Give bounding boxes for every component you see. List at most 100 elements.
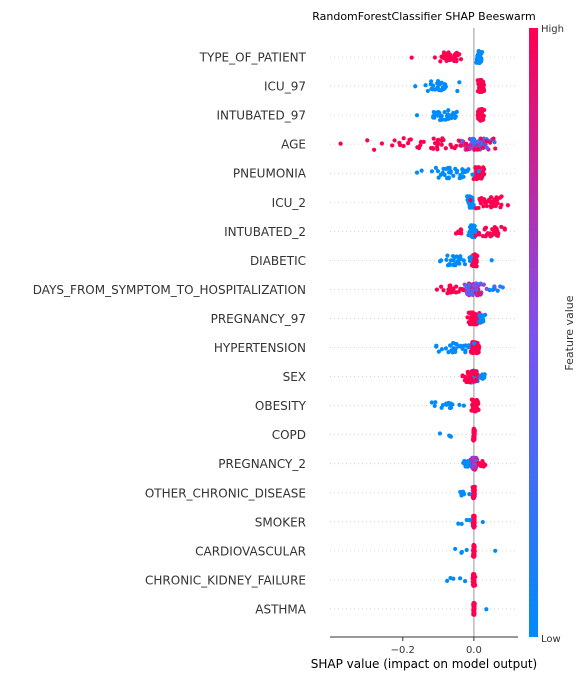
shap-point	[450, 402, 455, 407]
shap-point	[493, 199, 498, 204]
shap-point	[482, 372, 487, 377]
shap-point	[480, 519, 485, 525]
feature-label: PNEUMONIA	[233, 167, 307, 181]
feature-label: INTUBATED_2	[224, 225, 306, 239]
shap-point	[472, 603, 477, 609]
shap-point	[472, 491, 477, 496]
shap-point	[471, 313, 477, 318]
shap-point	[471, 349, 476, 354]
shap-point	[468, 198, 473, 203]
shap-point	[456, 521, 461, 526]
shap-point	[478, 107, 484, 113]
shap-point	[456, 289, 461, 294]
shap-point	[439, 87, 444, 92]
shap-point	[435, 111, 440, 117]
shap-point	[473, 233, 478, 238]
shap-point	[444, 54, 449, 59]
x-axis-label: SHAP value (impact on model output)	[311, 657, 538, 671]
shap-point	[492, 140, 497, 145]
shap-point	[435, 142, 440, 147]
feature-label: CHRONIC_KIDNEY_FAILURE	[145, 573, 306, 587]
shap-point	[470, 495, 476, 500]
shap-point	[496, 231, 501, 236]
shap-point	[489, 258, 494, 263]
shap-point	[471, 485, 476, 490]
shap-point	[401, 136, 406, 141]
shap-point	[461, 258, 466, 263]
shap-point	[499, 224, 504, 230]
shap-point	[488, 140, 493, 145]
shap-point	[454, 109, 459, 114]
shap-point	[447, 343, 453, 348]
shap-point	[484, 139, 489, 144]
shap-point	[471, 607, 476, 613]
shap-point	[474, 371, 479, 377]
shap-point	[431, 83, 436, 88]
colorbar	[529, 28, 538, 637]
shap-point	[436, 175, 441, 180]
shap-point	[486, 197, 492, 202]
shap-point	[479, 319, 484, 325]
shap-point	[442, 172, 447, 177]
shap-point	[436, 349, 441, 354]
shap-point	[471, 545, 477, 550]
shap-point	[433, 165, 438, 170]
shap-point	[438, 114, 444, 119]
shap-point	[464, 141, 469, 146]
shap-point	[453, 546, 458, 552]
shap-point	[423, 83, 428, 88]
shap-point	[419, 168, 424, 173]
shap-point	[453, 231, 459, 236]
shap-point	[471, 581, 476, 587]
shap-point	[478, 50, 483, 55]
shap-point	[465, 315, 470, 320]
shap-point	[459, 521, 464, 527]
shap-point	[493, 146, 498, 151]
shap-point	[434, 287, 440, 292]
shap-point	[491, 287, 496, 292]
shap-point	[465, 194, 470, 199]
shap-point	[451, 173, 456, 178]
shap-point	[474, 399, 479, 404]
shap-point	[471, 407, 477, 412]
shap-point	[459, 491, 464, 497]
shap-point	[429, 169, 435, 174]
shap-point	[481, 282, 486, 287]
shap-point	[466, 345, 471, 350]
shap-point	[456, 138, 461, 143]
shap-point	[446, 108, 451, 113]
shap-point	[478, 281, 483, 286]
shap-point	[467, 492, 472, 497]
shap-point	[469, 321, 475, 326]
shap-point	[477, 78, 483, 83]
shap-point	[462, 578, 468, 584]
shap-point	[476, 345, 482, 350]
shap-point	[476, 168, 481, 174]
shap-point	[418, 139, 424, 144]
shap-point	[443, 117, 448, 122]
shap-point	[467, 517, 472, 523]
shap-point	[445, 578, 450, 583]
shap-point	[464, 547, 469, 553]
shap-point	[469, 203, 474, 208]
shap-point	[478, 136, 483, 141]
shap-point	[457, 80, 462, 85]
shap-point	[372, 147, 377, 152]
shap-point	[477, 313, 482, 318]
shap-point	[461, 460, 466, 466]
shap-point	[493, 203, 498, 208]
shap-point	[443, 346, 449, 351]
shap-point	[432, 403, 437, 408]
shap-point	[401, 143, 406, 149]
chart-title: RandomForestClassifier SHAP Beeswarm	[312, 10, 536, 23]
shap-point	[446, 400, 451, 406]
shap-point	[435, 85, 440, 90]
shap-point	[451, 258, 456, 263]
shap-point	[479, 196, 484, 201]
shap-point	[476, 60, 481, 65]
shap-point	[442, 110, 447, 115]
feature-label: ASTHMA	[255, 602, 307, 616]
shap-point	[460, 170, 465, 175]
x-axis-ticks: −0.2 0.0	[391, 637, 482, 656]
